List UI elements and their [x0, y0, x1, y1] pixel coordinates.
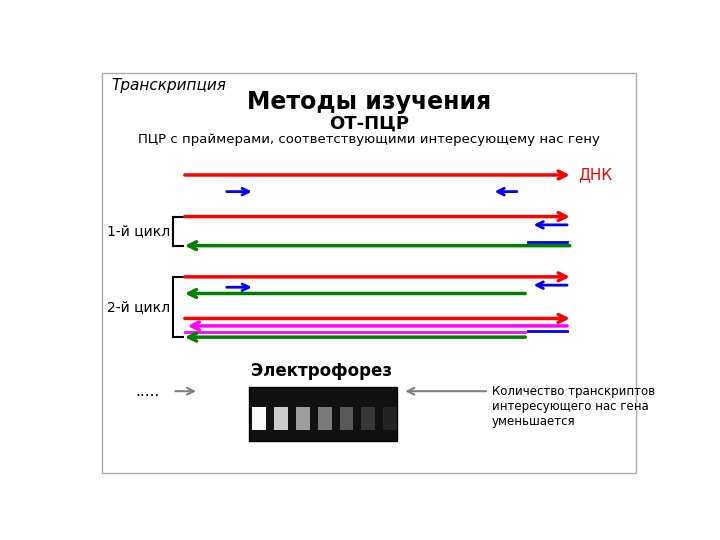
Bar — [274, 407, 288, 430]
Text: ДНК: ДНК — [578, 167, 613, 183]
Bar — [383, 407, 397, 430]
Text: 1-й цикл: 1-й цикл — [107, 224, 170, 238]
Text: ОТ-ПЦР: ОТ-ПЦР — [329, 114, 409, 133]
Text: Транскрипция: Транскрипция — [111, 78, 226, 93]
Text: Методы изучения: Методы изучения — [247, 90, 491, 114]
Text: 2-й цикл: 2-й цикл — [107, 300, 170, 314]
Text: .....: ..... — [136, 384, 160, 399]
Text: Количество транскриптов
интересующего нас гена
уменьшается: Количество транскриптов интересующего на… — [492, 385, 655, 428]
Bar — [296, 407, 310, 430]
Bar — [252, 407, 266, 430]
Bar — [361, 407, 375, 430]
Bar — [249, 387, 397, 441]
Bar — [340, 407, 354, 430]
Text: ПЦР с праймерами, соответствующими интересующему нас гену: ПЦР с праймерами, соответствующими интер… — [138, 133, 600, 146]
Bar — [318, 407, 332, 430]
Text: Электрофорез: Электрофорез — [251, 362, 392, 380]
